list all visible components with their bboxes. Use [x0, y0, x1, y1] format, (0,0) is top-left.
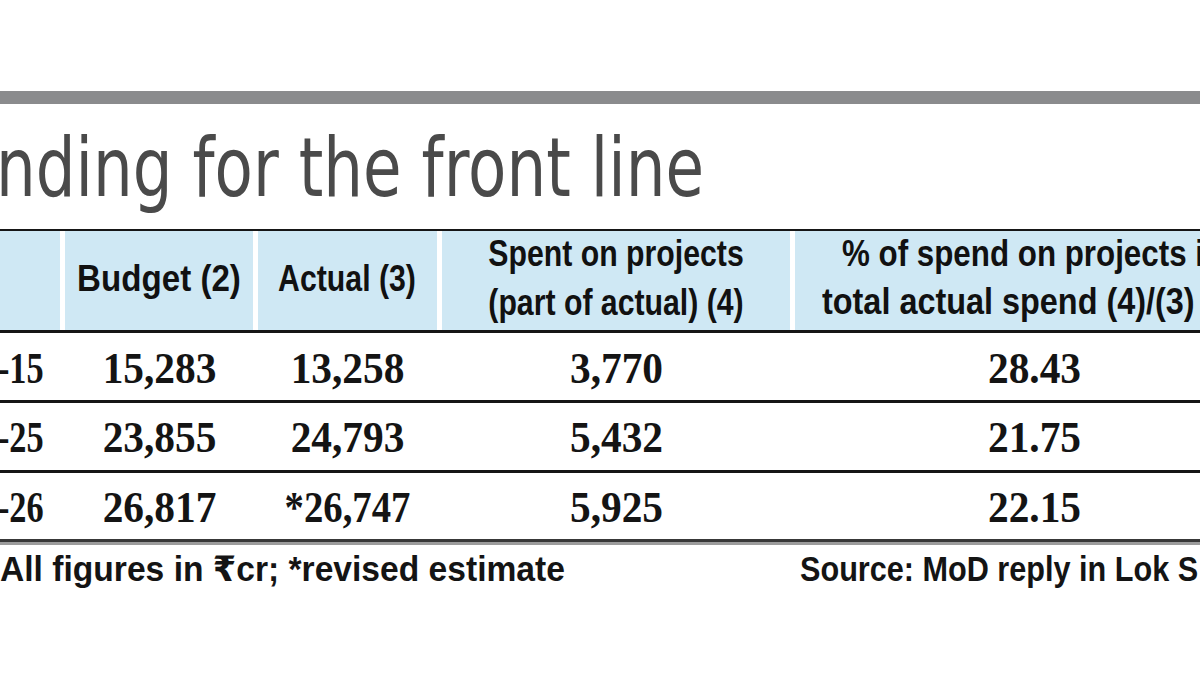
row-separator-2 — [0, 470, 1200, 473]
budget-cell: 26,817 — [65, 482, 253, 532]
chart-title: nding for the front line — [0, 127, 921, 209]
table-bottom-bar — [0, 539, 1200, 545]
pct-cell: 28.43 — [795, 343, 1200, 393]
year-cell: -15 — [0, 343, 44, 393]
spent-cell: 5,925 — [442, 482, 790, 532]
year-cell: -26 — [0, 482, 44, 532]
masthead-gray-bar — [0, 91, 1200, 104]
header-cell-budget: Budget (2) — [65, 231, 253, 330]
spent-cell: 5,432 — [442, 412, 790, 462]
budget-cell: 23,855 — [65, 412, 253, 462]
pct-cell: 22.15 — [795, 482, 1200, 532]
header-cell-actual: Actual (3) — [258, 231, 437, 330]
header-pct-line2: total actual spend (4)/(3) — [822, 277, 1200, 326]
header-cell-spent: Spent on projects(part of actual) (4) — [442, 231, 790, 330]
header-cell-year — [0, 231, 60, 330]
header-pct-line1: % of spend on projects i — [842, 229, 1200, 278]
actual-cell: 13,258 — [258, 343, 437, 393]
year-cell: -25 — [0, 412, 44, 462]
source-note: Source: MoD reply in Lok S — [800, 549, 1200, 589]
spent-cell: 3,770 — [442, 343, 790, 393]
row-separator-1 — [0, 400, 1200, 403]
actual-cell: 24,793 — [258, 412, 437, 462]
pct-cell: 21.75 — [795, 412, 1200, 462]
budget-cell: 15,283 — [65, 343, 253, 393]
footnote: All figures in ₹cr; *revised estimate — [0, 549, 588, 589]
actual-cell: *26,747 — [258, 482, 437, 532]
header-bottom-border — [0, 330, 1200, 333]
